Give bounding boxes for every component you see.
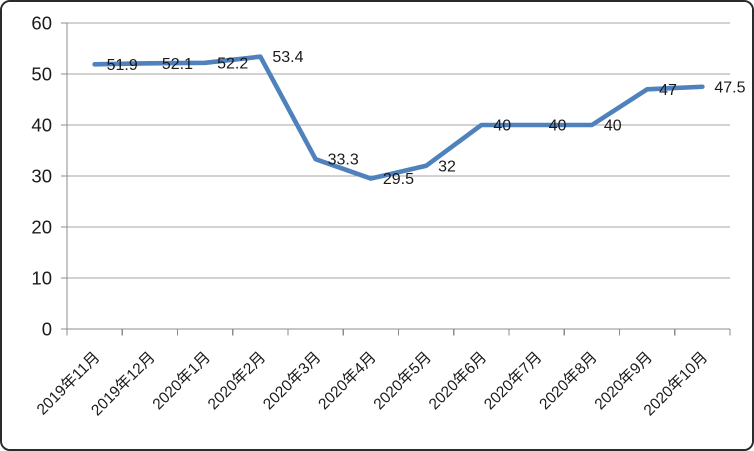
data-point-label: 40 [604, 118, 622, 135]
data-point-label: 51.9 [107, 57, 138, 74]
data-point-label: 53.4 [272, 49, 303, 66]
y-axis-label: 0 [42, 319, 52, 340]
data-point-label: 40 [493, 118, 511, 135]
data-point-label: 47 [659, 82, 677, 99]
data-point-label: 52.2 [217, 55, 248, 72]
data-point-label: 47.5 [714, 79, 745, 96]
data-point-label: 52.1 [162, 56, 193, 73]
data-point-label: 33.3 [328, 152, 359, 169]
y-axis-label: 50 [31, 64, 52, 85]
y-axis-label: 60 [31, 13, 52, 34]
series-line [92, 54, 705, 181]
data-point-label: 40 [549, 118, 567, 135]
data-point-label: 32 [438, 158, 456, 175]
data-point-label: 29.5 [383, 171, 414, 188]
y-axis-label: 40 [31, 115, 52, 136]
y-axis-label: 30 [31, 166, 52, 187]
y-axis-label: 10 [31, 268, 52, 289]
y-axis-label: 20 [31, 217, 52, 238]
